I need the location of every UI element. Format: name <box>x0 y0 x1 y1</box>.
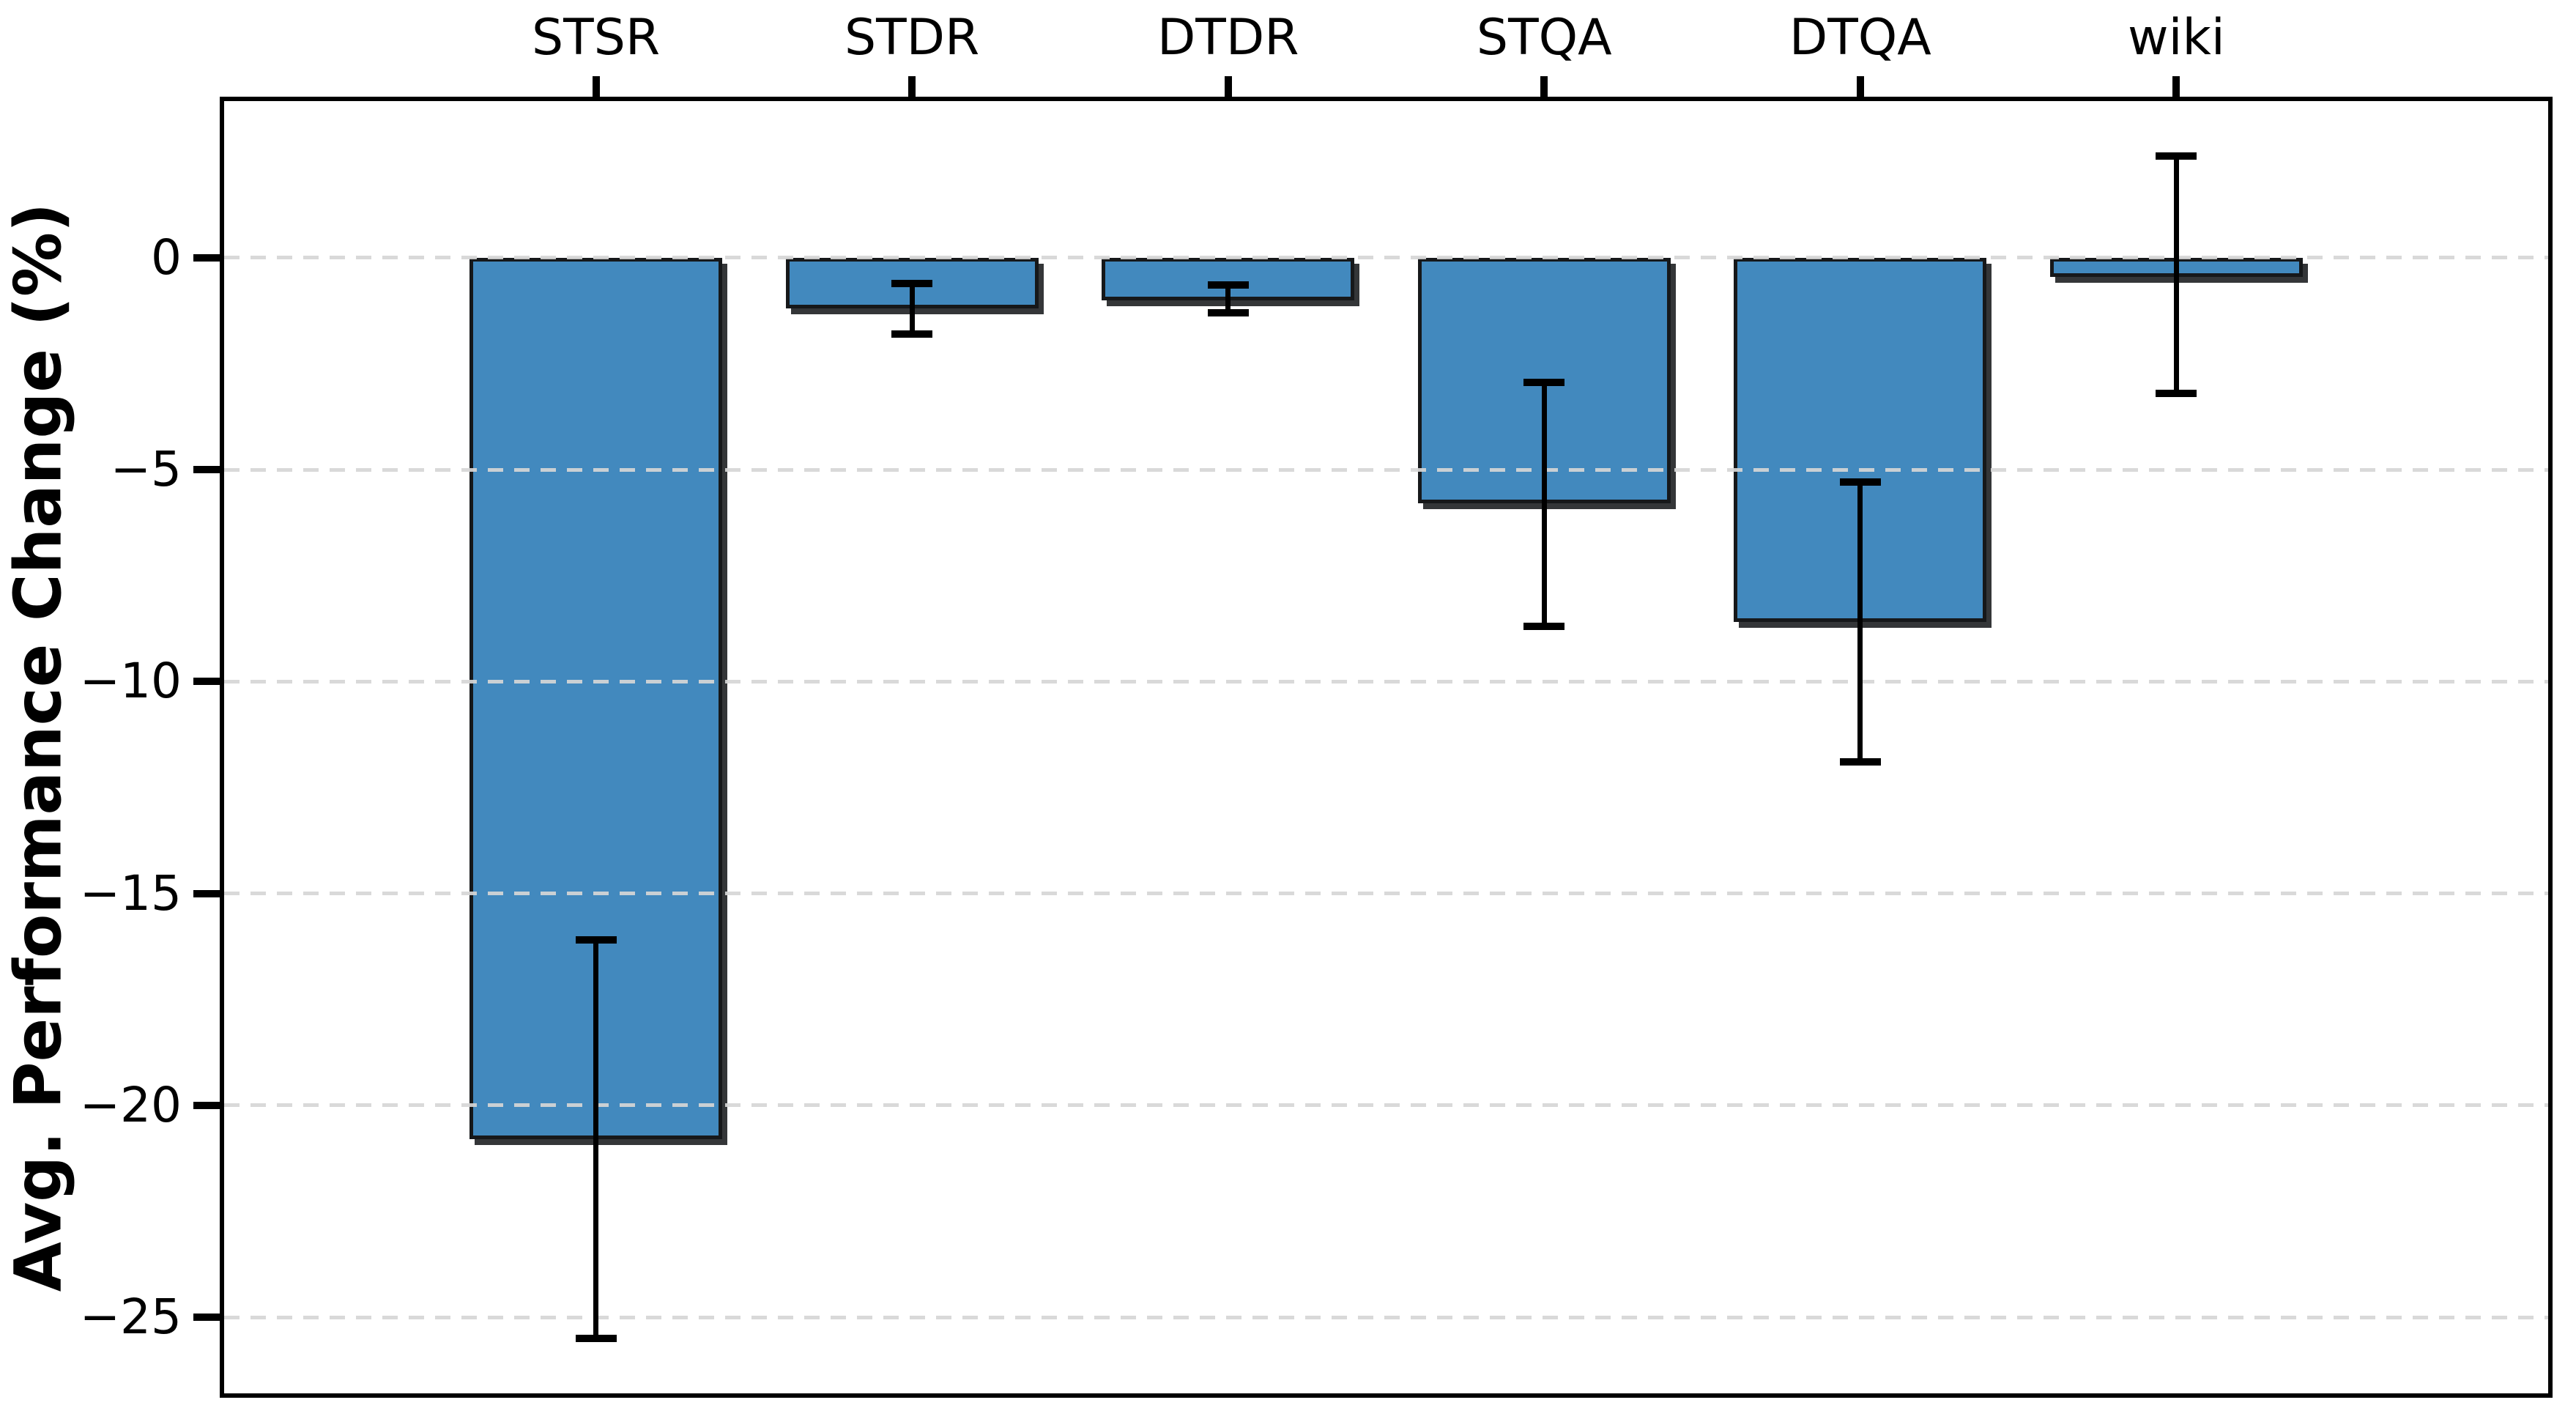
error-bar-cap-wiki <box>2156 389 2197 397</box>
y-tick-mark <box>193 1314 220 1322</box>
category-label-DTDR: DTDR <box>1157 9 1299 67</box>
x-tick-mark-DTQA <box>1856 76 1864 97</box>
category-label-DTQA: DTQA <box>1789 9 1931 67</box>
error-bar-cap-DTDR <box>1207 281 1249 289</box>
error-bar-DTQA <box>1857 482 1863 763</box>
error-bar-DTDR <box>1225 285 1231 314</box>
gridline-y--25 <box>224 1315 2548 1319</box>
y-tick-mark <box>193 678 220 686</box>
category-label-STQA: STQA <box>1476 9 1612 67</box>
y-tick-label: −15 <box>79 864 182 922</box>
gridline-y--20 <box>224 1103 2548 1108</box>
error-bar-STDR <box>909 283 915 334</box>
y-tick-mark <box>193 1101 220 1109</box>
error-bar-cap-DTQA <box>1839 758 1881 766</box>
error-bar-cap-STDR <box>891 330 933 338</box>
error-bar-cap-STQA <box>1523 379 1565 387</box>
error-bar-cap-wiki <box>2156 152 2197 160</box>
gridline-y--5 <box>224 467 2548 472</box>
error-bar-cap-STSR <box>575 936 617 944</box>
y-tick-label: −5 <box>110 441 182 498</box>
gridline-y-0 <box>224 256 2548 260</box>
category-label-STSR: STSR <box>532 9 661 67</box>
x-tick-mark-wiki <box>2172 76 2180 97</box>
error-bar-STQA <box>1541 382 1547 627</box>
x-tick-mark-DTDR <box>1224 76 1232 97</box>
category-label-STDR: STDR <box>844 9 980 67</box>
y-tick-label: −10 <box>79 653 182 710</box>
error-bar-cap-STSR <box>575 1335 617 1342</box>
error-bar-wiki <box>2173 155 2179 393</box>
y-tick-label: −20 <box>79 1076 182 1133</box>
x-tick-mark-STDR <box>908 76 916 97</box>
plot-area <box>220 97 2553 1398</box>
x-tick-mark-STQA <box>1540 76 1548 97</box>
gridline-y--15 <box>224 892 2548 896</box>
error-bar-STSR <box>593 940 599 1338</box>
error-bar-cap-DTDR <box>1207 309 1249 317</box>
x-tick-mark-STSR <box>592 76 600 97</box>
error-bar-cap-STQA <box>1523 623 1565 631</box>
y-tick-mark <box>193 889 220 897</box>
y-tick-label: −25 <box>79 1289 182 1346</box>
y-tick-mark <box>193 466 220 474</box>
y-tick-mark <box>193 253 220 262</box>
gridline-y--10 <box>224 679 2548 683</box>
category-label-wiki: wiki <box>2128 9 2225 67</box>
y-tick-label: 0 <box>151 229 182 286</box>
error-bar-cap-STDR <box>891 279 933 287</box>
error-bar-cap-DTQA <box>1839 478 1881 486</box>
